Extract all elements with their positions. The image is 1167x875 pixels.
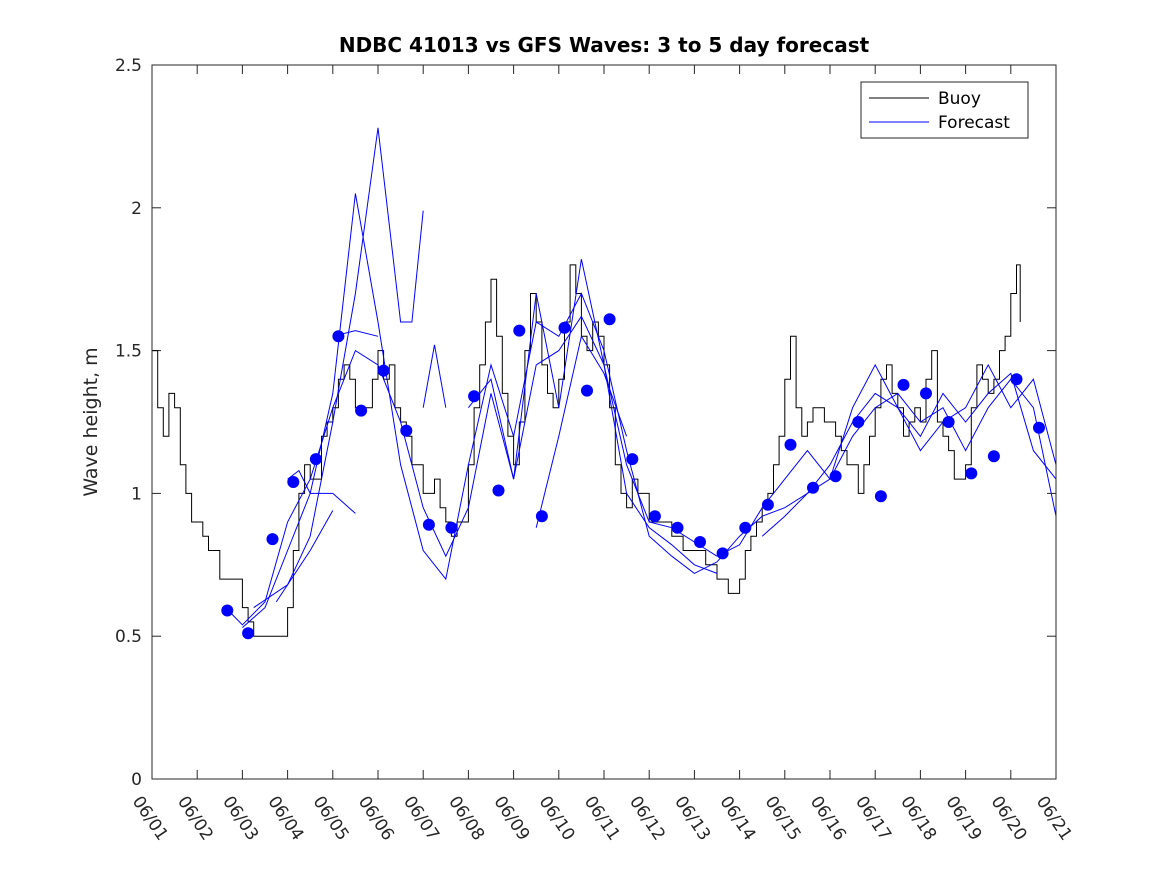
buoy-line <box>152 264 1021 637</box>
forecast-point <box>716 547 729 560</box>
y-tick-label: 0.5 <box>115 627 142 647</box>
forecast-line <box>535 334 628 528</box>
y-tick-label: 1.5 <box>115 342 142 362</box>
forecast-point <box>942 416 955 428</box>
forecast-point <box>492 484 505 497</box>
forecast-point <box>445 521 458 534</box>
data-series <box>152 127 1057 640</box>
forecast-point <box>987 450 1000 463</box>
forecast-point <box>513 324 526 337</box>
forecast-point <box>897 378 910 391</box>
plot-frame <box>151 64 1057 780</box>
y-tick-label: 1 <box>131 484 142 504</box>
forecast-point <box>920 387 932 400</box>
forecast-point <box>1010 373 1023 386</box>
forecast-point <box>739 521 752 534</box>
forecast-line <box>422 344 447 408</box>
forecast-line <box>253 127 424 609</box>
forecast-line <box>287 469 356 514</box>
forecast-point <box>626 453 639 466</box>
forecast-point <box>603 313 616 326</box>
forecast-point <box>581 384 593 397</box>
forecast-point <box>648 510 661 523</box>
forecast-point <box>558 321 571 334</box>
forecast-point <box>400 424 413 437</box>
chart-title: NDBC 41013 vs GFS Waves: 3 to 5 day fore… <box>339 33 870 57</box>
forecast-point <box>852 416 865 428</box>
forecast-point <box>784 438 797 451</box>
forecast-point <box>965 467 978 480</box>
forecast-point <box>535 510 548 523</box>
legend-box <box>860 81 1029 139</box>
forecast-point <box>266 533 279 546</box>
forecast-point <box>1033 421 1045 434</box>
forecast-line <box>275 510 334 603</box>
y-axis-label: Wave height, m <box>80 347 102 496</box>
forecast-point <box>221 604 234 617</box>
y-tick-label: 0 <box>131 770 142 790</box>
legend: Buoy Forecast <box>860 81 1029 139</box>
legend-forecast-label: Forecast <box>938 113 1010 133</box>
forecast-point <box>287 476 300 488</box>
forecast-point <box>468 390 481 403</box>
forecast-point <box>309 453 322 466</box>
legend-buoy-label: Buoy <box>938 89 981 109</box>
forecast-point <box>694 536 706 548</box>
forecast-point <box>671 521 684 534</box>
y-tick-label: 2 <box>131 199 142 219</box>
forecast-point <box>332 330 345 343</box>
forecast-point <box>355 404 368 417</box>
forecast-point <box>829 470 842 483</box>
forecast-point <box>807 481 819 494</box>
forecast-point <box>874 490 887 503</box>
forecast-point <box>422 518 435 531</box>
forecast-line <box>468 259 718 574</box>
forecast-point <box>761 498 774 511</box>
y-tick-label: 2.5 <box>115 56 142 76</box>
forecast-point <box>377 364 390 377</box>
forecast-point <box>242 627 255 640</box>
forecast-line <box>242 193 1057 628</box>
